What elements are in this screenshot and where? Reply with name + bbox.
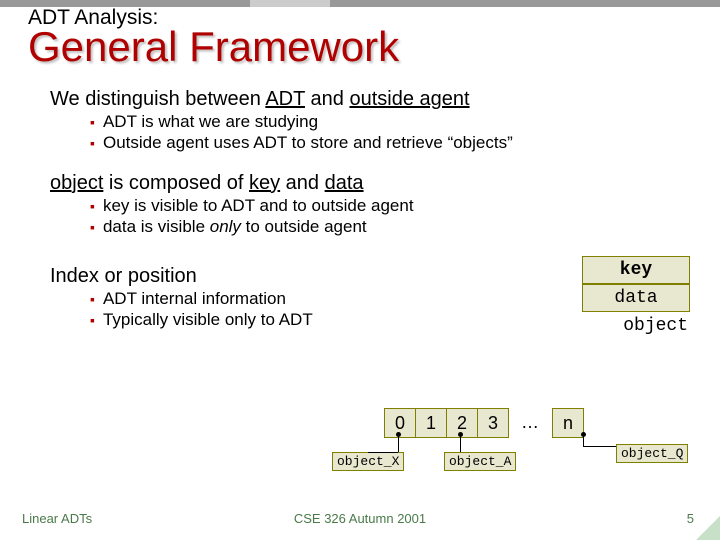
object-q-label: object_Q [616, 444, 688, 463]
s1-b1: ▪ ADT is what we are studying [90, 111, 670, 132]
s1-u2: outside agent [349, 88, 469, 110]
s2-b1: ▪ key is visible to ADT and to outside ag… [90, 195, 670, 216]
s2-u2: key [249, 172, 280, 194]
object-x-label: object_X [332, 452, 404, 471]
connector-x [398, 436, 399, 452]
connector-x-h [368, 452, 398, 453]
bullet-icon: ▪ [90, 291, 95, 307]
s1-u1: ADT [265, 88, 305, 110]
s2-m1: is composed of [103, 172, 249, 194]
s3-b1-text: ADT internal information [103, 289, 286, 308]
key-data-diagram: key data object [582, 256, 690, 336]
object-caption: object [582, 316, 690, 336]
arr-ellipsis: … [508, 408, 552, 438]
corner-fold-icon [696, 516, 720, 540]
section3-heading: Index or position [50, 265, 670, 288]
key-cell: key [582, 256, 690, 284]
s3-b2-text: Typically visible only to ADT [103, 310, 313, 329]
s2-u1: object [50, 172, 103, 194]
s2-u3: data [325, 172, 364, 194]
s2-m2: and [280, 172, 324, 194]
s2-b2i: only [210, 217, 241, 236]
s2-b2b: to outside agent [241, 217, 367, 236]
connector-q-h [583, 446, 616, 447]
data-cell: data [582, 284, 690, 312]
s2-b2a: data is visible [103, 217, 210, 236]
footer-center: CSE 326 Autumn 2001 [0, 511, 720, 526]
slide-title: General Framework [28, 26, 692, 68]
s1-b2: ▪ Outside agent uses ADT to store and ret… [90, 132, 670, 153]
s1-mid: and [305, 88, 349, 110]
dot-q [581, 432, 586, 437]
bullet-icon: ▪ [90, 198, 95, 214]
dot-x [396, 432, 401, 437]
connector-q-v [583, 436, 584, 446]
title-rule [0, 0, 720, 16]
bullet-icon: ▪ [90, 312, 95, 328]
bullet-icon: ▪ [90, 219, 95, 235]
s1-b2-text: Outside agent uses ADT to store and retr… [103, 133, 513, 152]
arr-cell-1: 1 [415, 408, 447, 438]
dot-a [458, 432, 463, 437]
arr-cell-n: n [552, 408, 584, 438]
object-a-label: object_A [444, 452, 516, 471]
bullet-icon: ▪ [90, 114, 95, 130]
s1-b1-text: ADT is what we are studying [103, 112, 318, 131]
bullet-icon: ▪ [90, 135, 95, 151]
array-row: 0 1 2 3 … n [384, 408, 704, 438]
arr-cell-3: 3 [477, 408, 509, 438]
array-diagram: 0 1 2 3 … n [384, 408, 704, 438]
s2-b2: ▪ data is visible only to outside agent [90, 216, 670, 237]
section1-heading: We distinguish between ADT and outside a… [50, 88, 670, 111]
footer-right: 5 [687, 511, 694, 526]
section2-heading: object is composed of key and data [50, 172, 670, 195]
slide: ADT Analysis: General Framework We disti… [0, 0, 720, 540]
connector-a [460, 436, 461, 452]
s2-b1-text: key is visible to ADT and to outside age… [103, 196, 414, 215]
s1-prefix: We distinguish between [50, 88, 265, 110]
